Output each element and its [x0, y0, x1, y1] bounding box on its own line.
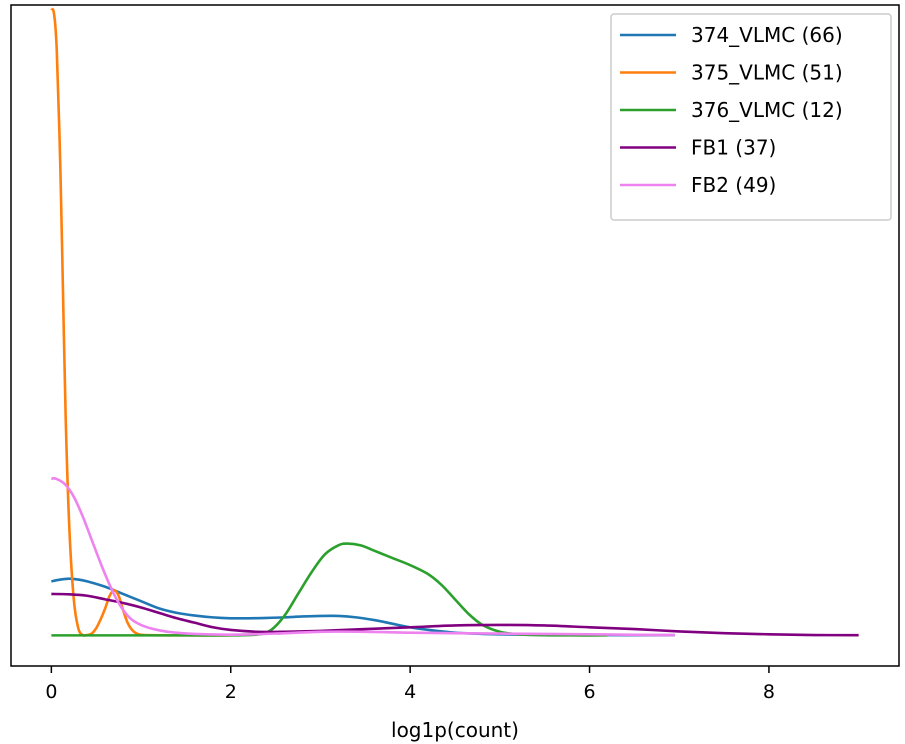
x-axis-ticks: 0 2 4 6 8	[45, 666, 775, 703]
axes-frame	[10, 4, 900, 667]
series-line-1	[50, 7, 231, 637]
x-axis-label: log1p(count)	[391, 718, 519, 742]
series-line-4	[51, 476, 675, 637]
x-tick-label-3: 6	[583, 681, 595, 703]
legend: 374_VLMC (66) 375_VLMC (51) 376_VLMC (12) F…	[610, 13, 892, 221]
legend-label-2: 376_VLMC (12)	[691, 98, 843, 122]
legend-label-0: 374_VLMC (66)	[691, 23, 843, 47]
x-tick-label-1: 2	[225, 681, 237, 703]
legend-label-4: FB2 (49)	[691, 173, 776, 197]
legend-label-1: 375_VLMC (51)	[691, 61, 843, 85]
x-tick-label-4: 8	[763, 681, 775, 703]
x-tick-label-0: 0	[45, 681, 57, 703]
legend-label-3: FB1 (37)	[691, 136, 776, 160]
x-tick-label-2: 4	[404, 681, 416, 703]
legend-box	[610, 13, 892, 221]
plot-lines	[50, 7, 859, 637]
